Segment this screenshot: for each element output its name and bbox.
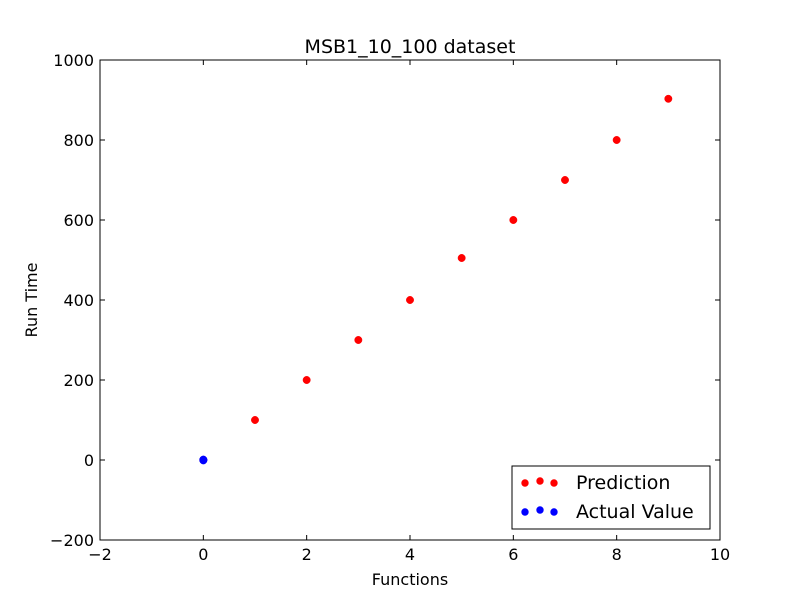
legend-marker-prediction	[550, 479, 558, 487]
y-tick-label: 600	[63, 211, 94, 230]
x-axis-label: Functions	[372, 570, 448, 589]
data-point-prediction	[664, 94, 673, 103]
legend: Prediction Actual Value	[511, 465, 711, 530]
data-point-prediction	[457, 254, 466, 262]
y-axis-label: Run Time	[22, 263, 41, 338]
legend-marker-prediction	[536, 477, 544, 485]
data-points	[199, 94, 673, 465]
legend-marker-actual-value	[550, 508, 558, 516]
data-point-prediction	[354, 336, 363, 344]
y-tick-label: 400	[63, 291, 94, 310]
x-tick-label: 4	[405, 545, 415, 564]
y-tick-label: 200	[63, 371, 94, 390]
legend-box	[511, 465, 711, 530]
y-tick-label: −200	[50, 531, 94, 550]
chart-title: MSB1_10_100 dataset	[305, 36, 516, 58]
plot-frame	[99, 59, 721, 541]
data-point-prediction	[612, 136, 621, 144]
data-point-prediction	[251, 416, 259, 424]
data-point-prediction	[406, 296, 414, 304]
x-tick-label: 10	[710, 545, 730, 564]
data-point-prediction	[561, 176, 569, 184]
x-tick-label: −2	[88, 545, 112, 564]
y-tick-label: 1000	[53, 51, 94, 70]
x-tick-label: 2	[302, 545, 312, 564]
legend-marker-actual-value	[521, 508, 529, 516]
legend-label-actual-value: Actual Value	[576, 501, 694, 523]
axis-ticks: −2 0 2 4 6 8 10 −200 0 200 400 600 800 1000	[50, 51, 730, 564]
x-tick-label: 8	[612, 545, 622, 564]
data-point-prediction	[302, 376, 311, 384]
data-point-actual-value	[199, 455, 208, 464]
y-tick-label: 800	[63, 131, 94, 150]
data-point-prediction	[509, 216, 518, 224]
y-tick-label: 0	[84, 451, 94, 470]
x-tick-label: 0	[198, 545, 208, 564]
legend-marker-actual-value	[536, 506, 544, 514]
legend-label-prediction: Prediction	[576, 472, 670, 494]
legend-marker-prediction	[521, 479, 529, 487]
x-tick-label: 6	[508, 545, 518, 564]
